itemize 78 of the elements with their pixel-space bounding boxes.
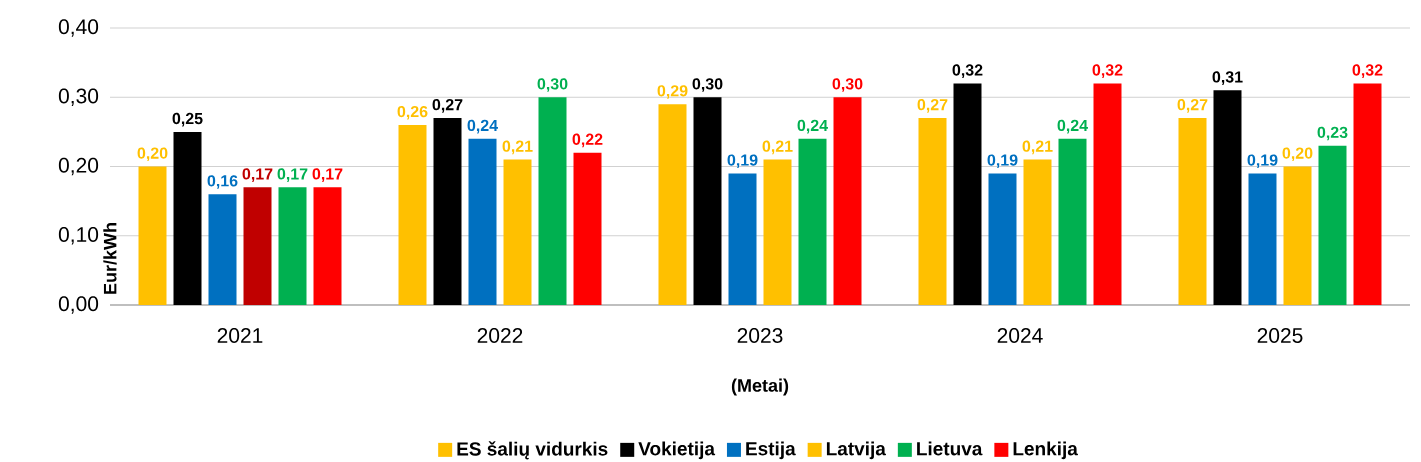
legend-label: Latvija <box>826 441 886 460</box>
x-tick-label: 2023 <box>737 328 783 343</box>
bar <box>573 152 602 305</box>
bar <box>1058 138 1087 305</box>
data-label: 0,27 <box>917 98 948 113</box>
data-label: 0,29 <box>657 85 688 99</box>
x-tick-label: 2024 <box>997 328 1043 343</box>
data-label: 0,16 <box>207 175 238 189</box>
bar <box>988 173 1017 305</box>
data-label: 0,19 <box>1247 154 1278 169</box>
bar <box>1353 83 1382 305</box>
data-label: 0,24 <box>797 119 828 134</box>
data-label: 0,21 <box>502 140 533 155</box>
bar <box>953 83 982 305</box>
data-label: 0,32 <box>1092 64 1123 79</box>
data-label: 0,20 <box>1282 147 1313 162</box>
bar <box>433 118 462 305</box>
data-label: 0,21 <box>762 140 793 155</box>
bar <box>918 118 947 305</box>
data-label: 0,30 <box>692 78 723 92</box>
bar <box>1023 159 1052 305</box>
data-label: 0,32 <box>952 64 983 79</box>
data-label: 0,30 <box>537 78 568 92</box>
data-label: 0,24 <box>1057 119 1088 134</box>
y-tick-label: 0,40 <box>58 19 99 37</box>
bar <box>208 194 237 305</box>
bar <box>693 97 722 305</box>
legend-label: Lenkija <box>1013 441 1078 460</box>
y-tick-label: 0,30 <box>58 88 99 106</box>
data-label: 0,24 <box>467 119 498 134</box>
x-tick-label: 2021 <box>217 328 263 343</box>
bar <box>1178 118 1207 305</box>
bar <box>1283 166 1312 305</box>
bar <box>278 187 307 305</box>
bar <box>728 173 757 305</box>
y-tick-label: 0,20 <box>58 157 99 176</box>
bar <box>1318 145 1347 305</box>
data-label: 0,21 <box>1022 140 1053 155</box>
data-label: 0,26 <box>397 105 428 120</box>
legend-label: ES šalių vidurkis <box>457 441 608 460</box>
y-axis-title: Eur/kWh <box>103 223 117 294</box>
x-axis-title: (Metai) <box>731 378 789 396</box>
bar <box>1093 83 1122 305</box>
bar <box>1248 173 1277 305</box>
bar <box>833 97 862 305</box>
data-label: 0,27 <box>1177 98 1208 113</box>
bar <box>313 187 342 305</box>
data-label: 0,22 <box>572 133 603 148</box>
data-label: 0,17 <box>242 168 273 182</box>
data-label: 0,27 <box>432 98 463 113</box>
data-label: 0,17 <box>277 168 308 182</box>
data-label: 0,31 <box>1212 71 1243 85</box>
x-tick-label: 2022 <box>477 328 523 343</box>
y-tick-label: 0,00 <box>58 296 99 314</box>
data-label: 0,23 <box>1317 126 1348 141</box>
data-label: 0,30 <box>832 78 863 92</box>
data-label: 0,25 <box>172 112 203 127</box>
bar <box>398 124 427 305</box>
y-tick-label: 0,10 <box>58 227 99 245</box>
legend-label: Vokietija <box>638 441 716 460</box>
bar <box>173 131 202 305</box>
data-label: 0,20 <box>137 147 168 162</box>
bar <box>468 138 497 305</box>
bar <box>243 187 272 305</box>
bar <box>763 159 792 305</box>
data-label: 0,17 <box>312 168 343 182</box>
bar <box>798 138 827 305</box>
x-tick-label: 2025 <box>1257 328 1303 343</box>
bar <box>503 159 532 305</box>
legend-label: Estija <box>746 441 796 460</box>
bar <box>538 97 567 305</box>
data-label: 0,19 <box>727 154 758 169</box>
data-label: 0,19 <box>987 154 1018 169</box>
bar <box>1213 90 1242 305</box>
data-label: 0,32 <box>1352 64 1383 79</box>
bar <box>658 104 687 305</box>
legend-label: Lietuva <box>917 441 983 456</box>
bar <box>138 166 167 305</box>
